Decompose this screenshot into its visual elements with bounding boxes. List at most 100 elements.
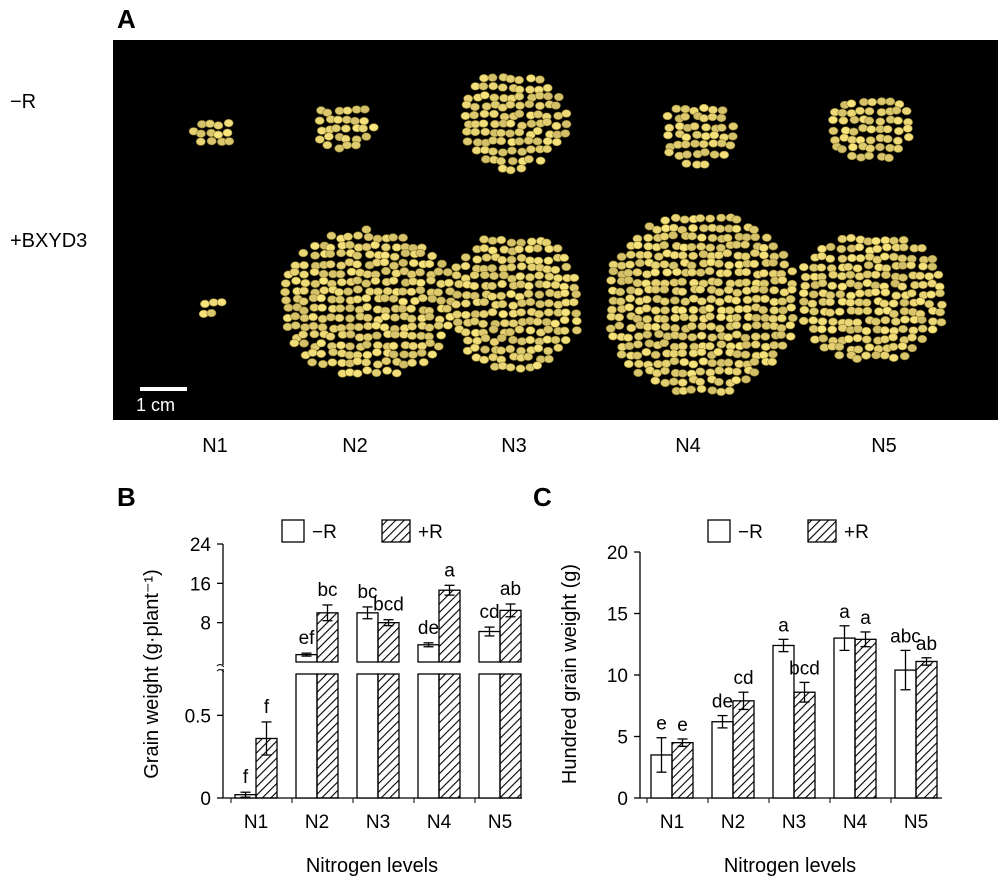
- seed: [362, 366, 373, 375]
- seed: [561, 262, 572, 272]
- seed: [659, 338, 670, 348]
- seed: [876, 108, 887, 117]
- significance-letter: cd: [479, 602, 499, 623]
- seed: [363, 333, 373, 342]
- seed: [750, 340, 761, 349]
- seed: [641, 304, 652, 313]
- seed: [480, 334, 491, 343]
- seed: [525, 297, 536, 307]
- seed: [325, 249, 336, 258]
- seed: [888, 252, 899, 262]
- seed: [517, 337, 527, 346]
- seed: [543, 346, 554, 356]
- seed: [653, 359, 663, 369]
- seed: [706, 295, 717, 304]
- seed: [289, 267, 300, 277]
- seed: [769, 341, 780, 350]
- seed: [542, 335, 553, 344]
- seed: [731, 215, 742, 224]
- seed: [843, 334, 854, 344]
- seed: [688, 349, 699, 358]
- seed: [787, 313, 798, 323]
- seed: [514, 92, 525, 101]
- y-axis-title: Grain weight (g·plant⁻¹): [141, 569, 163, 779]
- seed: [206, 137, 217, 146]
- seed: [677, 378, 688, 387]
- seed: [876, 97, 887, 106]
- seed: [843, 262, 854, 272]
- seed: [926, 290, 937, 299]
- legend-label: +R: [844, 522, 869, 543]
- seed: [469, 317, 480, 326]
- seed: [488, 325, 499, 334]
- seed: [633, 368, 644, 377]
- seed: [816, 263, 827, 272]
- seed: [461, 100, 472, 109]
- seed: [318, 276, 329, 285]
- seed: [505, 166, 516, 175]
- seed: [659, 314, 670, 324]
- seed: [345, 330, 356, 339]
- seed: [659, 232, 670, 241]
- seed: [846, 291, 856, 300]
- seed: [336, 341, 346, 350]
- seed: [654, 329, 664, 339]
- seed: [800, 281, 811, 290]
- seed: [616, 252, 627, 261]
- seed: [526, 237, 537, 246]
- seed: [507, 274, 517, 283]
- seed: [837, 282, 848, 291]
- seed: [716, 139, 727, 148]
- seed: [489, 93, 500, 102]
- seed: [327, 358, 338, 367]
- seed: [571, 309, 582, 318]
- seed: [750, 232, 761, 242]
- seed: [507, 156, 518, 166]
- seed: [608, 332, 618, 341]
- seed: [389, 261, 399, 270]
- seed: [767, 350, 778, 359]
- seed: [836, 244, 847, 254]
- seed: [569, 273, 580, 282]
- seed: [659, 285, 670, 294]
- seed: [698, 224, 709, 233]
- seed: [885, 143, 895, 153]
- seed: [352, 369, 363, 378]
- seed: [885, 97, 896, 106]
- seed: [406, 304, 417, 313]
- seed: [461, 127, 472, 136]
- seed: [542, 144, 553, 154]
- seed: [891, 291, 902, 300]
- seed: [701, 123, 711, 132]
- seed: [553, 111, 564, 120]
- seed: [345, 314, 355, 323]
- seed: [853, 324, 863, 334]
- seed: [532, 317, 543, 326]
- seed: [888, 353, 899, 362]
- seed: [480, 127, 491, 136]
- seed: [704, 304, 715, 313]
- seed-photo: [113, 40, 998, 420]
- seed: [707, 358, 718, 368]
- seed-cluster: [314, 105, 379, 153]
- seed: [451, 271, 462, 280]
- seed: [299, 270, 309, 279]
- seed: [732, 288, 743, 297]
- x-tick-label: N4: [843, 812, 868, 833]
- bar: [316, 673, 339, 799]
- seed: [680, 104, 691, 114]
- seed: [787, 285, 797, 294]
- seed: [936, 318, 947, 327]
- seed: [517, 147, 528, 156]
- y-tick-label: 16: [190, 574, 211, 595]
- seed: [289, 339, 300, 348]
- seed: [898, 243, 909, 252]
- seed: [664, 148, 674, 157]
- seed: [660, 322, 671, 331]
- seed: [716, 387, 727, 396]
- seed-cluster: [460, 73, 572, 175]
- seed: [317, 314, 328, 324]
- seed: [768, 258, 779, 267]
- seed: [679, 358, 690, 367]
- seed: [479, 355, 489, 364]
